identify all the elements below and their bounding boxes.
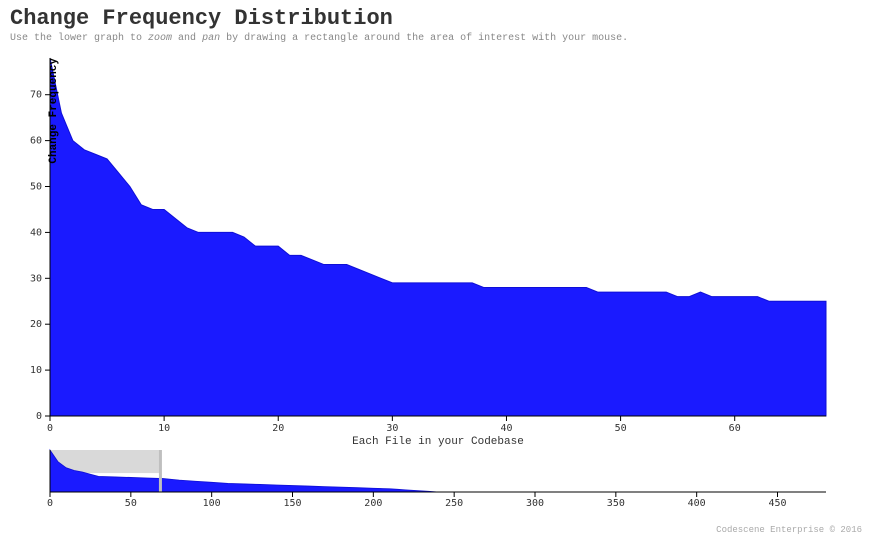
x-tick-label: 60 bbox=[729, 423, 741, 434]
y-tick-label: 70 bbox=[30, 90, 42, 101]
main-chart[interactable]: 0 10 20 30 40 50 60 70 0 10 20 30 40 50 60 bbox=[10, 54, 830, 434]
brush-x-tick-label: 250 bbox=[445, 498, 463, 508]
brush-x-tick-label: 300 bbox=[526, 498, 544, 508]
page-subtitle: Use the lower graph to zoom and pan by d… bbox=[10, 33, 866, 44]
brush-x-tick-label: 150 bbox=[283, 498, 301, 508]
x-axis-label: Each File in your Codebase bbox=[10, 436, 866, 448]
brush-x-tick-label: 400 bbox=[688, 498, 706, 508]
subtitle-text-pre: Use the lower graph to bbox=[10, 33, 148, 44]
y-axis-label: Change Frequency bbox=[48, 58, 60, 164]
brush-x-tick-label: 450 bbox=[768, 498, 786, 508]
footer-text: Codescene Enterprise © 2016 bbox=[716, 525, 862, 535]
brush-chart[interactable]: 0 50 100 150 200 250 300 350 400 450 bbox=[10, 448, 830, 508]
subtitle-text-mid: and bbox=[172, 33, 202, 44]
y-tick-label: 30 bbox=[30, 273, 42, 284]
subtitle-em-zoom: zoom bbox=[148, 33, 172, 44]
subtitle-text-post: by drawing a rectangle around the area o… bbox=[220, 33, 628, 44]
brush-x-tick-label: 50 bbox=[125, 498, 137, 508]
y-tick-label: 20 bbox=[30, 319, 42, 330]
y-tick-label: 60 bbox=[30, 136, 42, 147]
subtitle-em-pan: pan bbox=[202, 33, 220, 44]
x-tick-label: 40 bbox=[500, 423, 512, 434]
x-tick-label: 30 bbox=[386, 423, 398, 434]
y-tick-label: 0 bbox=[36, 411, 42, 422]
y-tick-label: 50 bbox=[30, 182, 42, 193]
y-tick-label: 10 bbox=[30, 365, 42, 376]
x-tick-label: 50 bbox=[615, 423, 627, 434]
brush-area bbox=[50, 450, 826, 492]
x-tick-label: 0 bbox=[47, 423, 53, 434]
y-tick-label: 40 bbox=[30, 227, 42, 238]
brush-handle-east[interactable] bbox=[159, 450, 162, 492]
brush-x-tick-label: 100 bbox=[203, 498, 221, 508]
x-tick-label: 10 bbox=[158, 423, 170, 434]
main-area bbox=[50, 58, 826, 416]
page-title: Change Frequency Distribution bbox=[10, 6, 866, 31]
brush-x-tick-label: 200 bbox=[364, 498, 382, 508]
x-tick-label: 20 bbox=[272, 423, 284, 434]
brush-x-tick-label: 0 bbox=[47, 498, 53, 508]
brush-x-tick-label: 350 bbox=[607, 498, 625, 508]
